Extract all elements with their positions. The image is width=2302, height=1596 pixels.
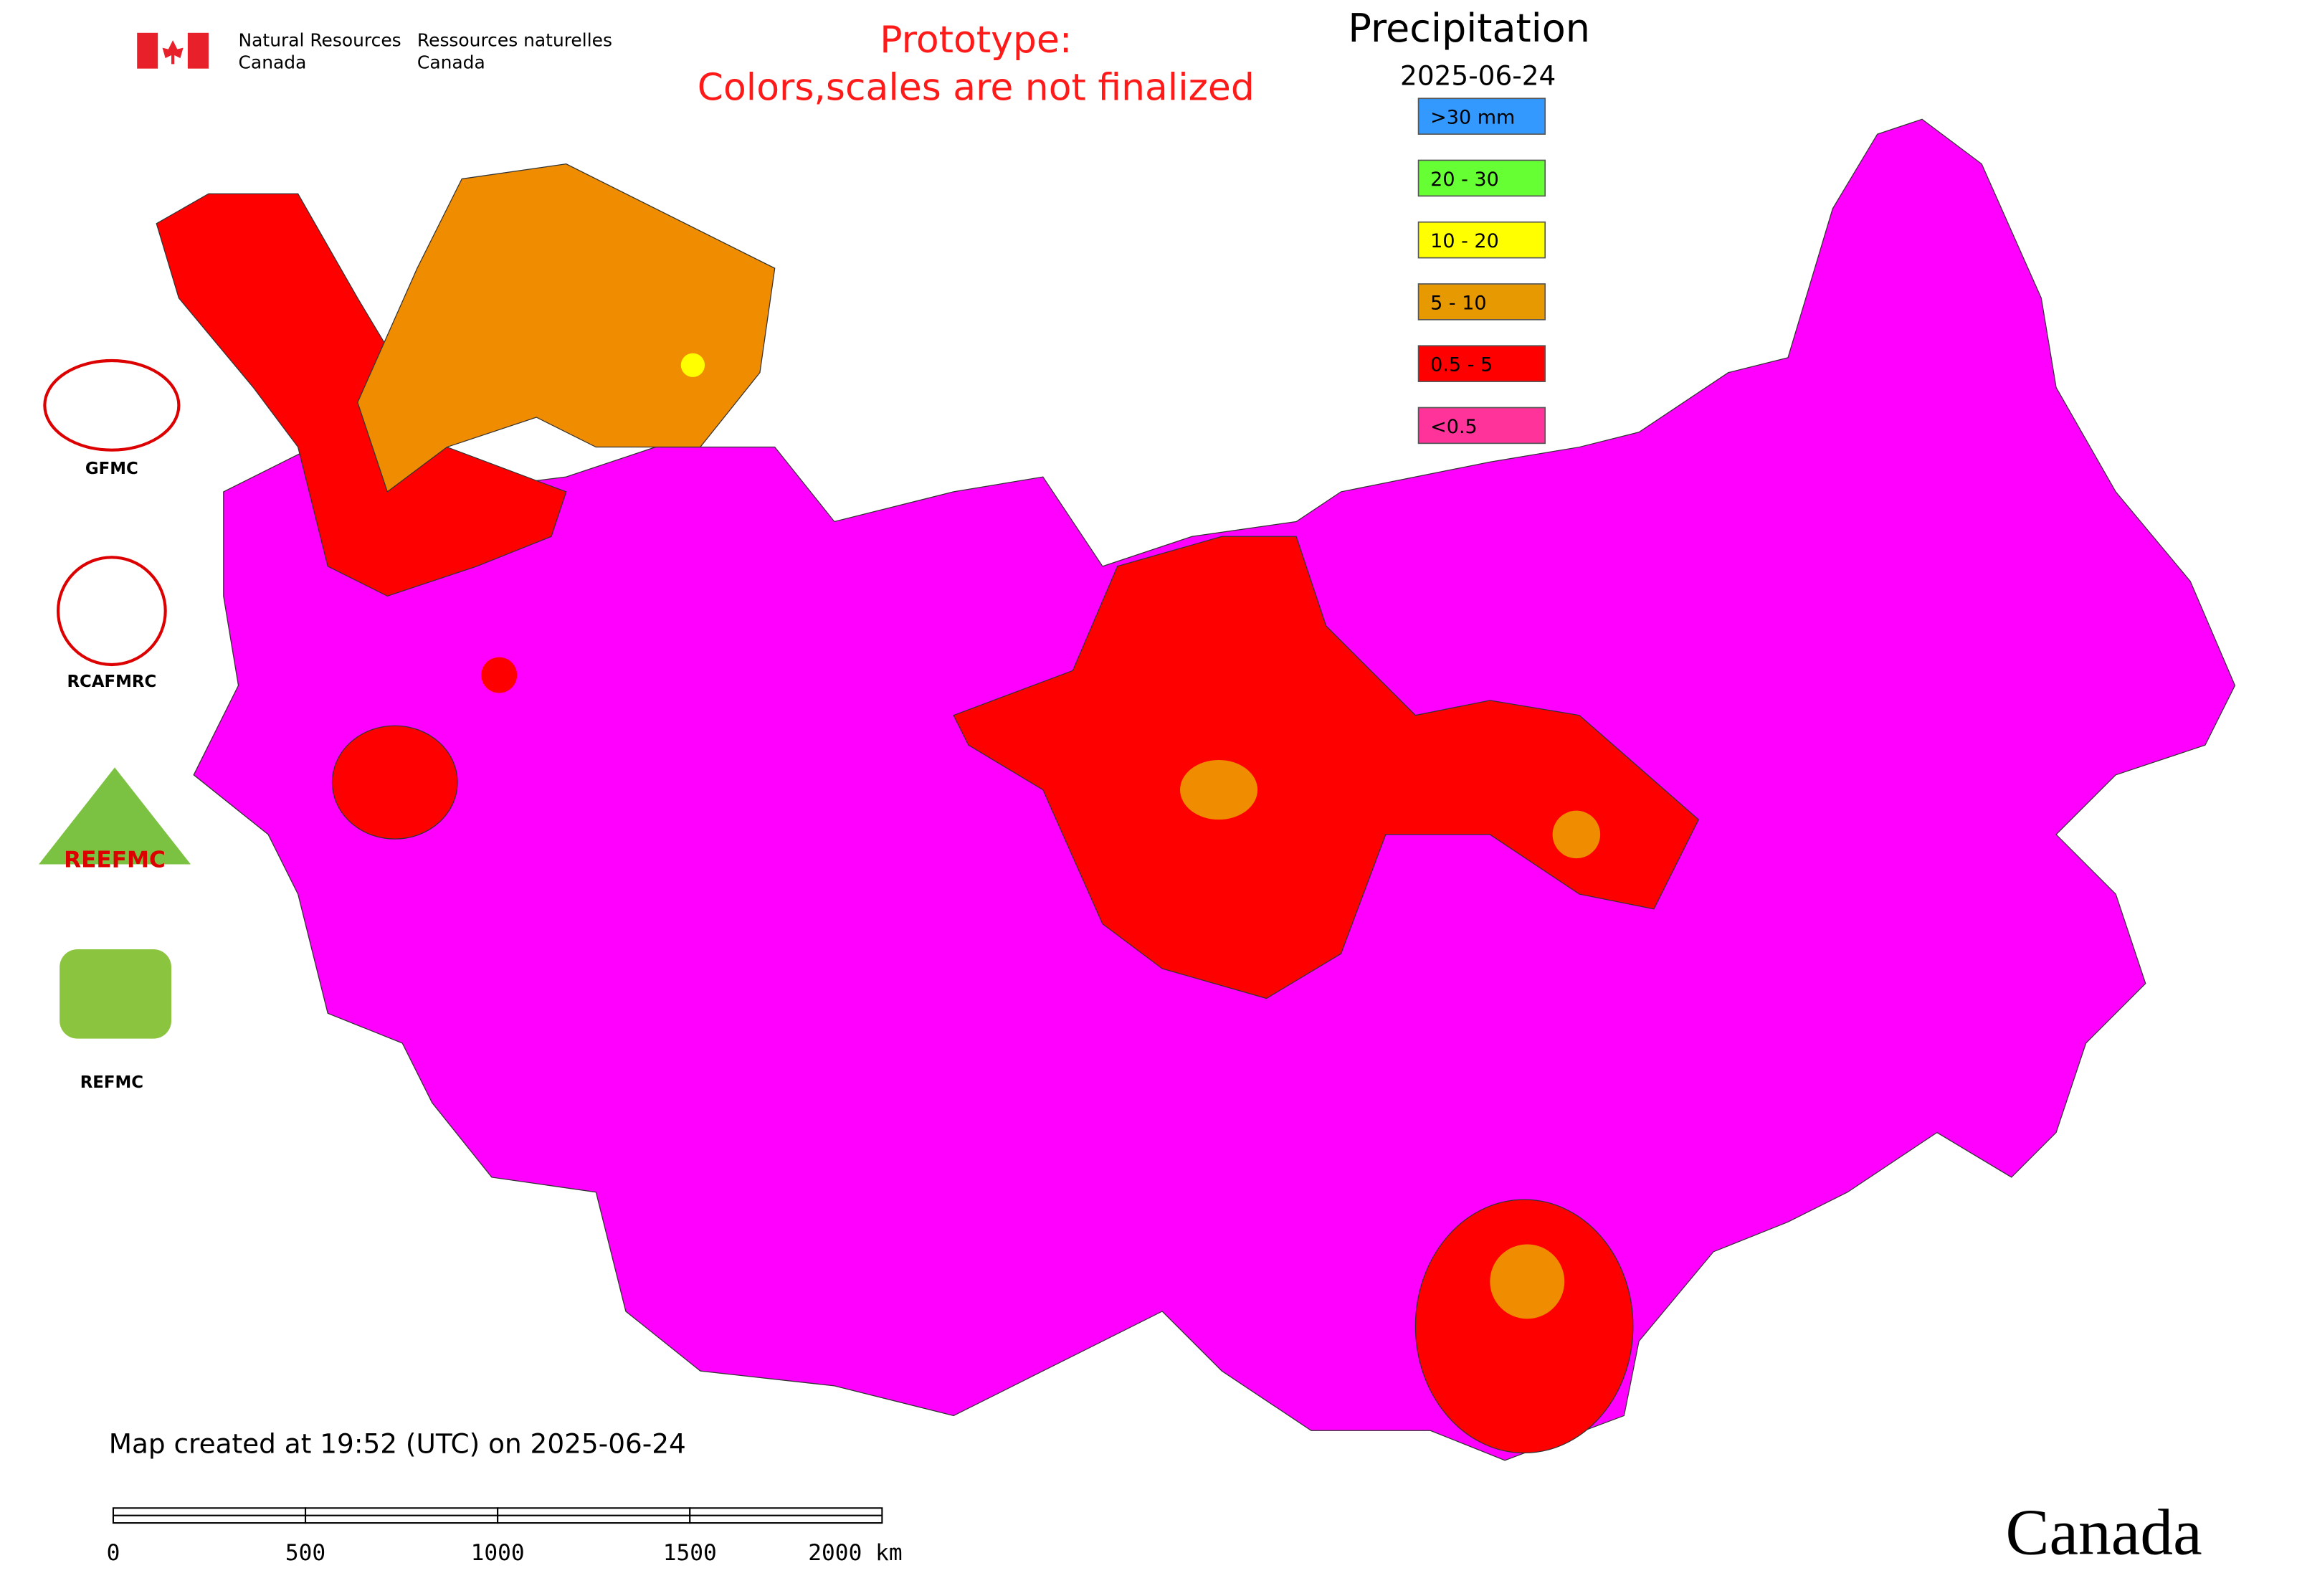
notice: Prototype: — [880, 19, 1072, 62]
region-moderate — [1414, 1199, 1634, 1454]
legend-label: <0.5 — [1430, 416, 1478, 438]
legend-swatch — [1417, 221, 1546, 259]
scale-label: 500 — [285, 1540, 325, 1566]
scale-label: 0 — [107, 1540, 120, 1566]
region-orange — [1490, 1244, 1565, 1319]
logos: GFMC RCAFMRC REEFMC REFMC — [39, 358, 191, 1092]
legend-date: 2025-06-24 — [1400, 60, 1556, 92]
agency-en: Canada — [239, 52, 307, 73]
logo-label: REEFMC — [64, 847, 166, 873]
legend-swatch — [1417, 283, 1546, 320]
scale-label: 2000 km — [808, 1540, 902, 1566]
region-orange — [1552, 810, 1601, 859]
scale-label: 1000 — [471, 1540, 525, 1566]
logo-icon — [39, 767, 191, 865]
region-moderate — [331, 725, 458, 840]
legend-label: 0.5 - 5 — [1430, 354, 1493, 376]
legend-swatch — [1417, 98, 1546, 135]
logo-icon — [60, 949, 172, 1039]
legend-label: >30 mm — [1430, 107, 1515, 129]
logo-icon — [56, 556, 167, 667]
legend-swatch — [1417, 407, 1546, 445]
logo-label: REFMC — [80, 1073, 143, 1092]
legend-title: Precipitation — [1348, 6, 1590, 51]
region-orange — [1180, 760, 1258, 820]
creation-note: Map created at 19:52 (UTC) on 2025-06-24 — [109, 1428, 686, 1459]
map — [156, 118, 2236, 1461]
notice: Colors,scales are not finalized — [698, 66, 1255, 109]
wordmark: Canada — [2005, 1496, 2202, 1569]
agency-en: Natural Resources — [239, 29, 401, 50]
agency-fr: Canada — [417, 52, 485, 73]
legend-swatch — [1417, 159, 1546, 197]
legend-label: 20 - 30 — [1430, 168, 1499, 191]
region-moderate — [953, 536, 1700, 999]
flag-bar — [137, 32, 158, 69]
scale-label: 1500 — [663, 1540, 717, 1566]
legend-swatch — [1417, 345, 1546, 382]
maple-leaf — [162, 40, 184, 65]
logo-label: GFMC — [85, 460, 138, 478]
legend-label: 5 - 10 — [1430, 292, 1486, 314]
logo-icon — [43, 358, 181, 452]
agency-fr: Ressources naturelles — [417, 29, 612, 50]
header: Natural Resources Canada Ressources natu… — [137, 19, 1255, 109]
region-moderate — [481, 657, 518, 693]
region-high — [680, 353, 705, 377]
scale-bar: 0 500 1000 1500 2000 km — [107, 1507, 903, 1566]
flag-bar — [187, 32, 209, 69]
legend-label: 10 - 20 — [1430, 230, 1499, 252]
logo-label: RCAFMRC — [67, 673, 156, 691]
region-orange — [357, 163, 776, 493]
legend: Precipitation 2025-06-24 >30 mm 20 - 30 10… — [1348, 6, 1590, 445]
